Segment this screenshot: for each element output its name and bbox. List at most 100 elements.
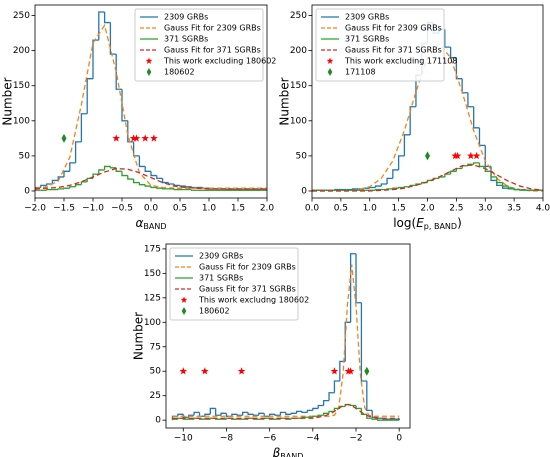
histogram-bin: [193, 411, 200, 416]
histogram-bin: [150, 186, 157, 189]
histogram-bin: [455, 167, 463, 172]
histogram-bin: [57, 176, 64, 181]
legend-label: Gauss Fit for 371 SGRBs: [345, 46, 442, 55]
histogram-bin: [167, 182, 175, 185]
histogram-bin: [258, 412, 265, 416]
legend-swatch: [327, 68, 333, 76]
x-axis-label-part: E: [416, 216, 424, 230]
histogram-bin: [156, 187, 163, 189]
x-tick-label: −0.5: [111, 204, 133, 214]
histogram-bin: [444, 173, 451, 177]
histogram-bin: [80, 181, 88, 185]
histogram-bin: [132, 179, 140, 184]
legend-label: This work excludng 180602: [198, 296, 309, 305]
x-tick-label: 1.0: [363, 204, 378, 214]
histogram-bin: [103, 165, 111, 170]
legend-label: This work excluding 180602: [163, 57, 276, 66]
histogram-bin: [236, 414, 243, 416]
x-tick-label: 4.0: [536, 204, 550, 214]
axes-frame: [311, 4, 544, 199]
histogram-bin: [279, 411, 286, 416]
histogram-bin: [374, 188, 382, 191]
histogram-bin: [261, 189, 267, 191]
x-axis-label-part: ): [457, 216, 462, 230]
histogram-bin: [360, 408, 367, 415]
legend-label: 2309 GRBs: [345, 13, 389, 22]
star-point: [467, 151, 475, 160]
histogram-bin: [161, 188, 169, 190]
histogram-bin: [231, 413, 238, 417]
histogram-bin: [69, 186, 76, 189]
histogram-bin: [204, 413, 211, 417]
legend-label: Gauss Fit for 371 SGRBs: [199, 285, 296, 294]
histogram-bin: [215, 408, 222, 416]
y-tick-label: 0: [301, 186, 307, 196]
histogram-bin: [109, 22, 117, 55]
x-tick-label: 0.0: [305, 204, 320, 214]
x-axis-label-part: BAND: [280, 452, 303, 457]
histogram-bin: [473, 106, 480, 129]
legend-box: [315, 8, 445, 82]
histogram-bin: [252, 414, 259, 416]
legend-swatch: [145, 57, 153, 64]
histogram-bin: [127, 175, 134, 180]
histogram-bin: [177, 413, 184, 417]
histogram-bin: [268, 413, 276, 417]
x-axis-label-part: α: [135, 216, 143, 230]
histogram-bin: [380, 183, 388, 187]
histogram-bin: [295, 410, 303, 414]
histogram-bin: [328, 410, 335, 414]
histogram-bin: [274, 414, 281, 416]
histogram-bin: [98, 169, 105, 175]
histogram-bin: [161, 178, 169, 184]
x-tick-label: 0.5: [173, 204, 187, 214]
x-tick-label: 0.5: [334, 204, 348, 214]
histogram-bin: [63, 187, 70, 189]
histogram-bin: [397, 155, 405, 170]
histogram-bin: [444, 29, 451, 48]
fit-line: [312, 164, 543, 192]
legend-label: 371 SGRBs: [345, 35, 389, 44]
y-tick-label: 100: [290, 116, 307, 126]
legend-box: [169, 247, 299, 321]
y-tick-label: 250: [290, 11, 307, 21]
legend-swatch: [146, 68, 152, 76]
x-tick-label: 3.5: [507, 204, 521, 214]
histogram-bin: [150, 171, 157, 177]
histogram-bin: [312, 189, 318, 191]
histogram-bin: [478, 162, 486, 168]
star-point: [112, 134, 120, 142]
histogram-bin: [317, 404, 324, 409]
x-tick-label: 3.0: [478, 204, 493, 214]
x-tick-label: 2.5: [449, 204, 463, 214]
y-tick-label: 175: [144, 244, 161, 254]
histogram-bin: [386, 177, 393, 184]
histogram-bin: [138, 155, 146, 168]
y-tick-label: 150: [144, 269, 161, 279]
histogram-bin: [109, 166, 117, 169]
x-tick-label: −2: [349, 434, 362, 444]
x-tick-label: −10: [174, 434, 193, 444]
histogram-bin: [285, 412, 292, 415]
histogram-bin: [69, 162, 76, 172]
legend-label: 371 SGRBs: [199, 274, 243, 283]
y-tick-label: 50: [19, 151, 31, 161]
histogram-bin: [185, 186, 192, 188]
x-tick-label: 0.0: [144, 204, 159, 214]
y-tick-label: 150: [13, 81, 30, 91]
star-point: [132, 134, 141, 142]
legend-label: 180602: [199, 307, 230, 316]
histogram-bin: [156, 175, 163, 179]
x-tick-label: −1.5: [53, 204, 75, 214]
y-axis-label: Number: [1, 77, 15, 125]
histogram-bin: [173, 188, 180, 191]
histogram-bin: [467, 92, 474, 108]
legend-swatch: [181, 307, 187, 315]
diamond-point: [364, 366, 370, 376]
legend-label: Gauss Fit for 2309 GRBs: [345, 24, 442, 33]
x-tick-label: 1.5: [391, 204, 405, 214]
y-tick-label: 100: [13, 116, 30, 126]
histogram-bin: [344, 321, 351, 362]
